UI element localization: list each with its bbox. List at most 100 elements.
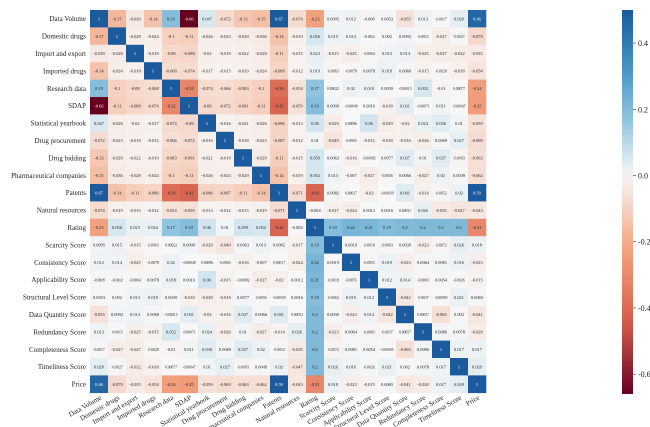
heatmap-cell: [288, 62, 307, 80]
cell-value-label: -0.1: [168, 34, 175, 39]
heatmap-cell: [180, 201, 199, 220]
heatmap-cell: [198, 27, 217, 46]
cell-value-label: 0.019: [382, 260, 393, 265]
cell-value-label: 0.00031: [291, 313, 303, 317]
cell-value-label: -0.017: [327, 208, 339, 213]
heatmap-cell: [162, 166, 181, 185]
heatmap-cell: [288, 305, 307, 324]
cell-value-label: -0.015: [327, 51, 339, 56]
heatmap-cell: [432, 114, 451, 133]
heatmap-cell: [414, 288, 433, 307]
heatmap-cell: [198, 44, 217, 63]
row-label: Statistical yearbook: [31, 120, 87, 128]
heatmap-cell: [180, 27, 199, 46]
cell-value-label: -0.012: [291, 69, 302, 74]
cell-value-label: -0.023: [399, 260, 411, 265]
heatmap-cell: [306, 97, 325, 115]
heatmap-cell: [252, 97, 271, 115]
cell-value-label: 0.21: [311, 277, 319, 282]
cell-value-label: -0.022: [237, 51, 248, 56]
heatmap-cell: [162, 79, 181, 98]
cell-value-label: -0.1: [114, 86, 121, 91]
cell-value-label: 0.0081: [435, 260, 447, 265]
cell-value-label: -0.032: [129, 364, 140, 369]
cell-value-label: 0.0077: [381, 156, 394, 161]
cell-value-label: -0.022: [129, 156, 140, 161]
heatmap-cell: [126, 62, 145, 80]
heatmap-cell: [90, 375, 109, 394]
heatmap-cell: [396, 184, 415, 202]
heatmap-cell: [234, 44, 253, 63]
cell-value-label: 0.016: [346, 364, 357, 369]
heatmap-cell: [234, 131, 253, 150]
heatmap-cell: [162, 10, 181, 28]
cell-value-label: 1: [296, 208, 298, 213]
cell-value-label: -0.079: [111, 382, 123, 387]
cell-value-label: -0.023: [219, 173, 231, 178]
cell-value-label: 0.21: [365, 225, 373, 230]
cell-value-label: 0.00096: [345, 122, 357, 126]
heatmap-cell: [324, 97, 343, 115]
heatmap-cell: [144, 358, 163, 376]
heatmap-cell: [162, 62, 181, 80]
cell-value-label: 0.002: [400, 364, 410, 369]
heatmap-cell: [144, 218, 163, 237]
cell-value-label: 0.029: [454, 382, 465, 387]
cell-value-label: -0.015: [219, 69, 231, 74]
heatmap-cell: [270, 201, 289, 220]
cell-value-label: 0.013: [328, 173, 339, 178]
cell-value-label: 0.037: [436, 156, 447, 161]
heatmap-cell: [306, 340, 325, 359]
heatmap-cell: [144, 253, 163, 272]
heatmap-cell: [198, 218, 217, 237]
heatmap-cell: [90, 271, 109, 289]
cell-value-label: -0.028: [111, 51, 123, 56]
heatmap-cell: [198, 166, 217, 185]
cell-value-label: -0.0037: [381, 331, 393, 335]
row-label: Domestic drugs: [42, 33, 86, 41]
heatmap-cell: [216, 201, 235, 220]
cell-value-label: -0.018: [219, 295, 231, 300]
cell-value-label: -0.0056: [255, 296, 267, 300]
heatmap-cell: [270, 131, 289, 150]
heatmap-cell: [90, 166, 109, 185]
cell-value-label: 0.00017: [345, 191, 357, 195]
heatmap-cell: [306, 79, 325, 98]
cell-value-label: -0.072: [219, 103, 230, 108]
heatmap-cell: [90, 44, 109, 63]
heatmap-cell: [342, 305, 361, 324]
heatmap-cell: [198, 79, 217, 98]
cell-value-label: -0.0015: [417, 35, 429, 39]
heatmap-cell: [414, 184, 433, 202]
heatmap-cell: [198, 184, 217, 202]
cell-value-label: -0.059: [201, 382, 213, 387]
cell-value-label: 0.2: [312, 312, 318, 317]
heatmap-cell: [396, 236, 415, 254]
heatmap-cell: [198, 323, 217, 341]
heatmap-cell: [126, 253, 145, 272]
heatmap-cell: [432, 253, 451, 272]
heatmap-cell: [216, 79, 235, 98]
cell-value-label: -0.029: [201, 295, 213, 300]
cell-value-label: 0.0065: [381, 382, 394, 387]
heatmap-cell: [144, 149, 163, 167]
cell-value-label: -0.068: [165, 69, 177, 74]
heatmap-cell: [468, 375, 487, 394]
heatmap-cell: [234, 271, 253, 289]
cell-value-label: -0.029: [201, 243, 213, 248]
cell-value-label: -0.059: [291, 103, 303, 108]
heatmap-cell: [90, 288, 109, 307]
heatmap-cell: [396, 166, 415, 185]
cell-value-label: -0.14: [274, 173, 284, 178]
heatmap-cell: [360, 10, 379, 28]
heatmap-cell: [270, 340, 289, 359]
heatmap-cell: [270, 166, 289, 185]
heatmap-cell: [342, 253, 361, 272]
heatmap-cell: [378, 44, 397, 63]
cell-value-label: 1: [440, 347, 442, 352]
heatmap-cell: [414, 62, 433, 80]
heatmap-cell: [108, 149, 127, 167]
cell-value-label: -0.11: [185, 173, 194, 178]
cell-value-label: -0.42: [274, 103, 283, 108]
cell-value-label: -0.14: [274, 34, 284, 39]
